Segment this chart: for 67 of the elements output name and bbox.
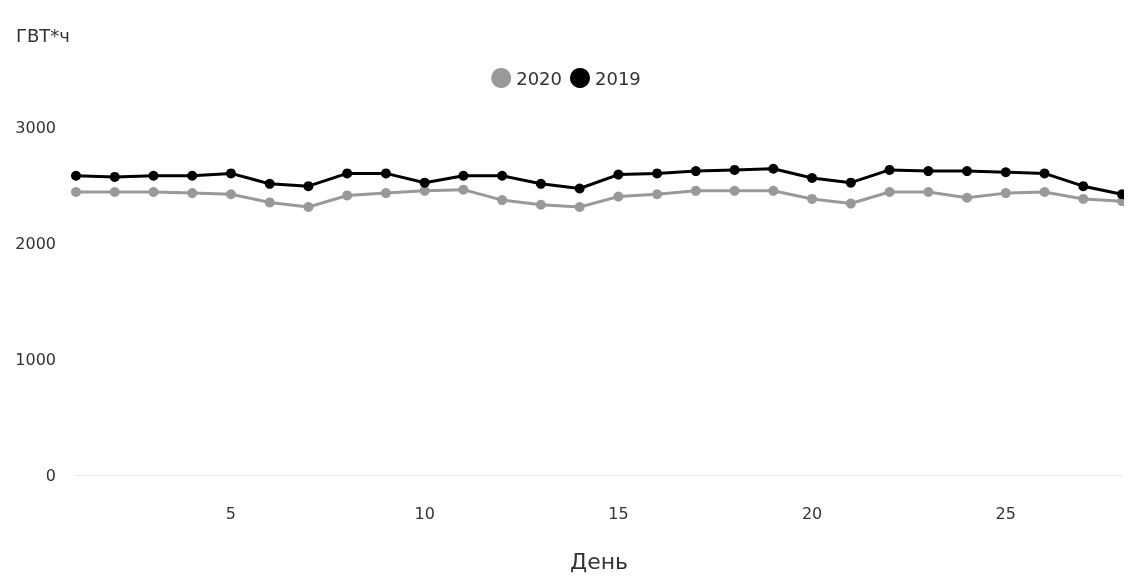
y-tick-label: 0: [45, 465, 56, 485]
point: [303, 181, 314, 192]
legend-label: 2020: [516, 67, 562, 89]
point: [652, 168, 663, 179]
x-tick-label: 20: [801, 503, 823, 523]
point: [1078, 193, 1089, 204]
point: [497, 195, 508, 206]
legend-label: 2019: [595, 67, 641, 89]
point: [535, 178, 546, 189]
point: [264, 178, 275, 189]
point: [148, 170, 159, 181]
point: [574, 202, 585, 213]
x-tick-label: 25: [995, 503, 1016, 523]
point: [690, 166, 701, 177]
point: [109, 171, 120, 182]
point: [613, 191, 624, 202]
point: [962, 166, 973, 177]
point: [380, 188, 391, 199]
point: [845, 177, 856, 188]
point: [225, 189, 236, 200]
point: [574, 183, 585, 194]
point: [690, 185, 701, 196]
point: [497, 170, 508, 181]
point: [652, 189, 663, 200]
point: [187, 170, 198, 181]
point: [342, 168, 353, 179]
point: [768, 163, 779, 174]
point: [71, 170, 81, 181]
point: [729, 164, 740, 175]
point: [884, 164, 895, 175]
point: [342, 190, 353, 201]
point: [1000, 188, 1011, 199]
point: [535, 199, 546, 210]
y-axis-title: ГВТ*ч: [16, 24, 70, 46]
point: [1039, 186, 1050, 197]
point: [729, 185, 740, 196]
point: [148, 186, 159, 197]
point: [962, 192, 973, 203]
x-tick-label: 15: [608, 503, 629, 523]
point: [419, 177, 430, 188]
point: [419, 185, 430, 196]
point: [884, 186, 895, 197]
x-tick-label: 5: [225, 503, 237, 523]
point: [303, 202, 314, 213]
x-tick-label: 10: [414, 503, 435, 523]
point: [109, 186, 120, 197]
point: [1078, 181, 1089, 192]
point: [1039, 168, 1050, 179]
point: [1000, 167, 1011, 178]
x-axis-title: День: [569, 548, 629, 574]
point: [807, 193, 818, 204]
point: [458, 184, 469, 195]
point: [613, 169, 624, 180]
y-tick-label: 1000: [15, 349, 56, 369]
point: [845, 198, 856, 209]
point: [380, 168, 391, 179]
point: [264, 197, 275, 208]
y-tick-label: 3000: [15, 117, 56, 137]
y-tick-label: 2000: [15, 233, 56, 253]
point: [187, 188, 198, 199]
point: [923, 186, 934, 197]
point: [458, 170, 469, 181]
point: [923, 166, 934, 177]
point: [768, 185, 779, 196]
point: [807, 173, 818, 184]
point: [225, 168, 236, 179]
point: [71, 186, 81, 197]
